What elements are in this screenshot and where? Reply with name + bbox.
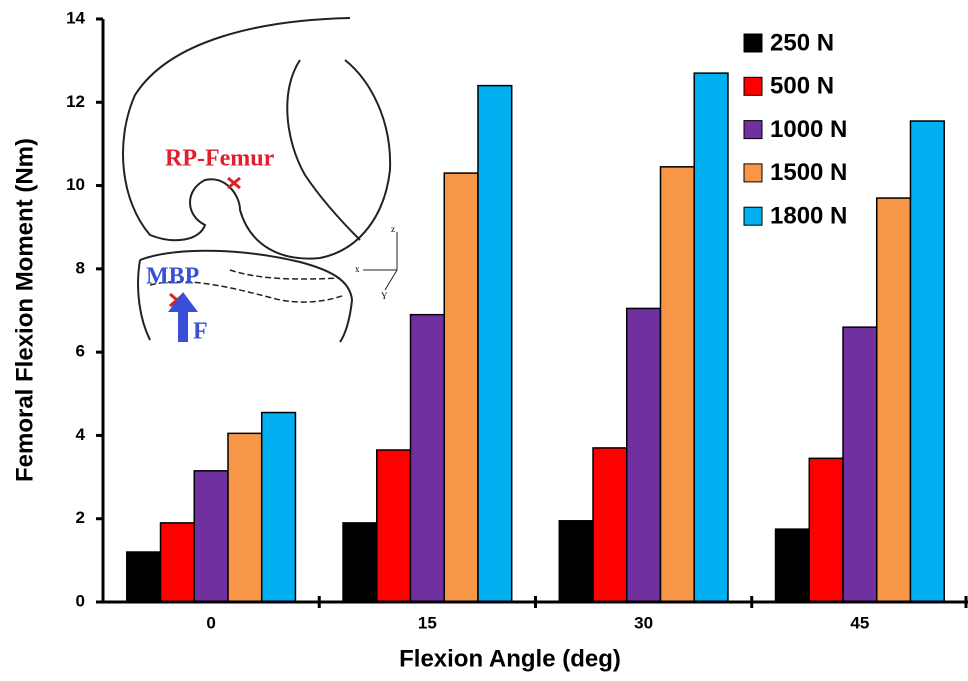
bar [592, 447, 628, 603]
marker [227, 176, 241, 190]
annotation: MBP [146, 264, 199, 290]
bar [842, 326, 878, 603]
bar [693, 72, 729, 603]
y-tick-label: 12 [66, 92, 85, 111]
bar [875, 197, 912, 603]
x-tick-label: 0 [206, 613, 215, 632]
bar [260, 411, 297, 603]
bar [659, 166, 695, 603]
annotation: z [391, 224, 395, 234]
y-tick-label: 6 [76, 342, 85, 361]
bar [342, 522, 378, 603]
legend-label: 1000 N [770, 116, 847, 143]
legend-label: 250 N [770, 29, 834, 56]
bar [774, 528, 811, 603]
y-tick-label: 2 [76, 508, 85, 527]
force-arrow [168, 292, 198, 342]
annotation: RP-Femur [165, 146, 275, 172]
bar [909, 120, 945, 603]
bar [159, 522, 196, 603]
legend-label: 1800 N [770, 203, 847, 230]
y-tick-label: 8 [76, 258, 85, 277]
bar [409, 313, 445, 603]
y-tick-label: 14 [66, 8, 85, 27]
bar [558, 520, 594, 603]
x-tick-label: 45 [850, 613, 869, 632]
legend-swatch [743, 163, 763, 183]
knee-diagram [122, 17, 398, 343]
legend-swatch [743, 120, 763, 140]
bar [808, 457, 844, 603]
bar [126, 551, 162, 603]
legend-swatch [743, 206, 763, 226]
legend-label: 1500 N [770, 159, 847, 186]
legend-swatch [743, 33, 763, 53]
bar [443, 172, 479, 603]
bar [477, 84, 513, 603]
bar [227, 432, 263, 603]
y-axis-title: Femoral Flexion Moment (Nm) [11, 138, 38, 482]
x-tick-label: 30 [634, 613, 653, 632]
bar [626, 307, 662, 603]
annotation: F [193, 319, 208, 345]
y-tick-label: 10 [66, 175, 85, 194]
x-axis-title: Flexion Angle (deg) [399, 645, 621, 672]
y-tick-label: 4 [76, 425, 86, 444]
legend-swatch [743, 76, 763, 96]
annotation: x [355, 264, 360, 274]
bar [376, 449, 412, 603]
y-tick-label: 0 [76, 591, 85, 610]
x-tick-label: 15 [418, 613, 437, 632]
annotation: Y [381, 291, 388, 301]
bar [193, 470, 229, 603]
legend-label: 500 N [770, 73, 834, 100]
